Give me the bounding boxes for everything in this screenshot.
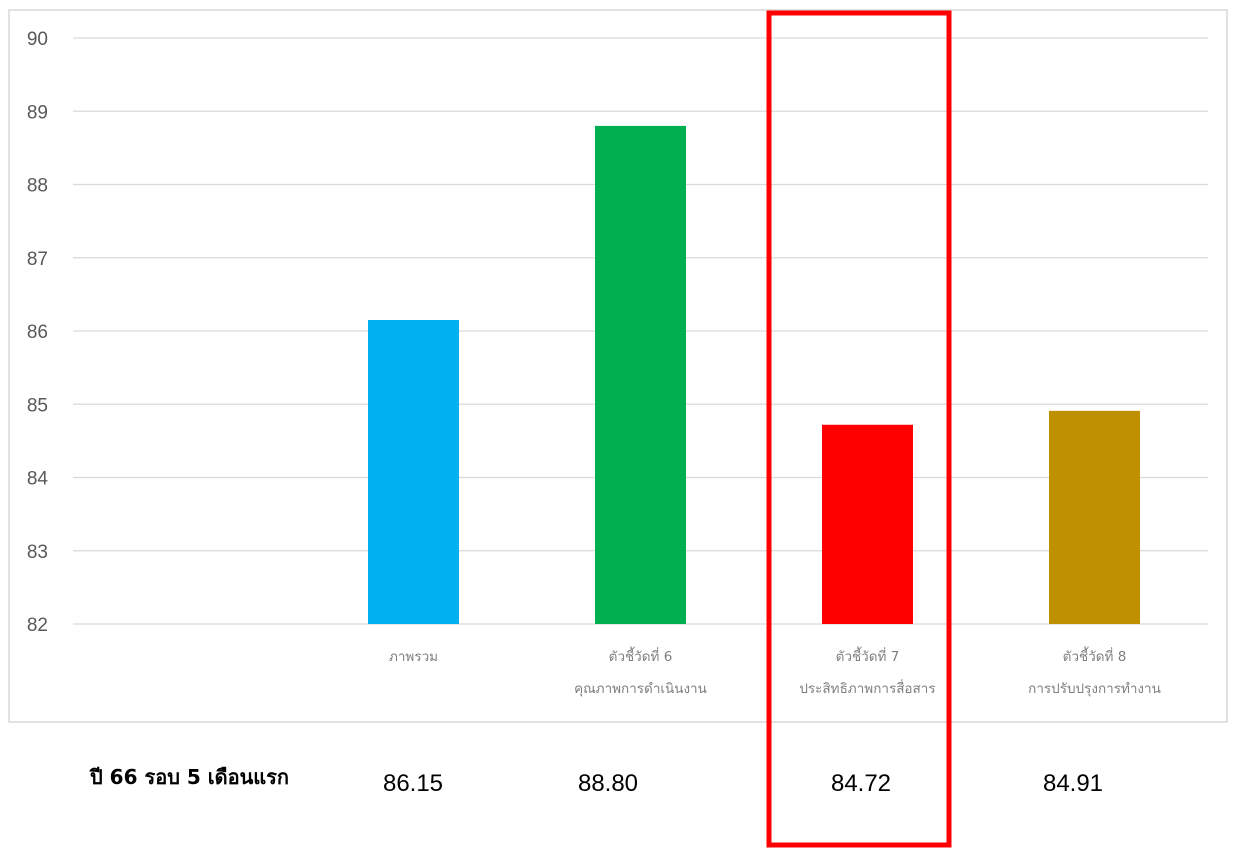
table-value: 88.80 (578, 770, 638, 797)
y-tick-label: 85 (27, 395, 48, 416)
chart-frame (8, 9, 1228, 723)
table-row-label: ปี 66 รอบ 5 เดือนแรก (89, 765, 289, 789)
y-tick-label: 87 (27, 249, 48, 270)
gridlines (73, 37, 1208, 625)
bar (368, 320, 459, 624)
y-tick-label: 89 (27, 102, 48, 123)
y-tick-label: 84 (27, 469, 49, 490)
y-tick-label: 86 (27, 322, 48, 343)
y-tick-label: 90 (27, 29, 48, 50)
x-tick-label: ตัวชี้วัดที่ 7 (836, 646, 900, 665)
data-table-values: 86.15 88.80 84.72 84.91 (383, 770, 1103, 797)
y-axis-ticks: 82 83 84 85 86 87 88 89 90 (27, 29, 49, 636)
table-value: 86.15 (383, 770, 443, 797)
x-tick-label: ตัวชี้วัดที่ 6 (609, 646, 673, 665)
x-tick-label: คุณภาพการดำเนินงาน (574, 681, 707, 697)
y-tick-label: 83 (27, 542, 48, 563)
bars (368, 125, 1140, 625)
x-tick-label: ตัวชี้วัดที่ 8 (1063, 646, 1127, 665)
x-axis-labels: ภาพรวม ตัวชี้วัดที่ 6 คุณภาพการดำเนินงาน ตั… (389, 646, 1161, 697)
bar (595, 125, 686, 625)
y-tick-label: 82 (27, 615, 48, 636)
y-tick-label: 88 (27, 176, 48, 197)
bar (822, 424, 913, 624)
table-value: 84.91 (1043, 770, 1103, 797)
x-tick-label: การปรับปรุงการทำงาน (1028, 681, 1161, 697)
highlight-box (766, 10, 952, 848)
x-tick-label: ภาพรวม (389, 649, 438, 665)
bar (1049, 410, 1140, 624)
x-tick-label: ประสิทธิภาพการสื่อสาร (799, 679, 935, 697)
table-value: 84.72 (831, 770, 891, 797)
